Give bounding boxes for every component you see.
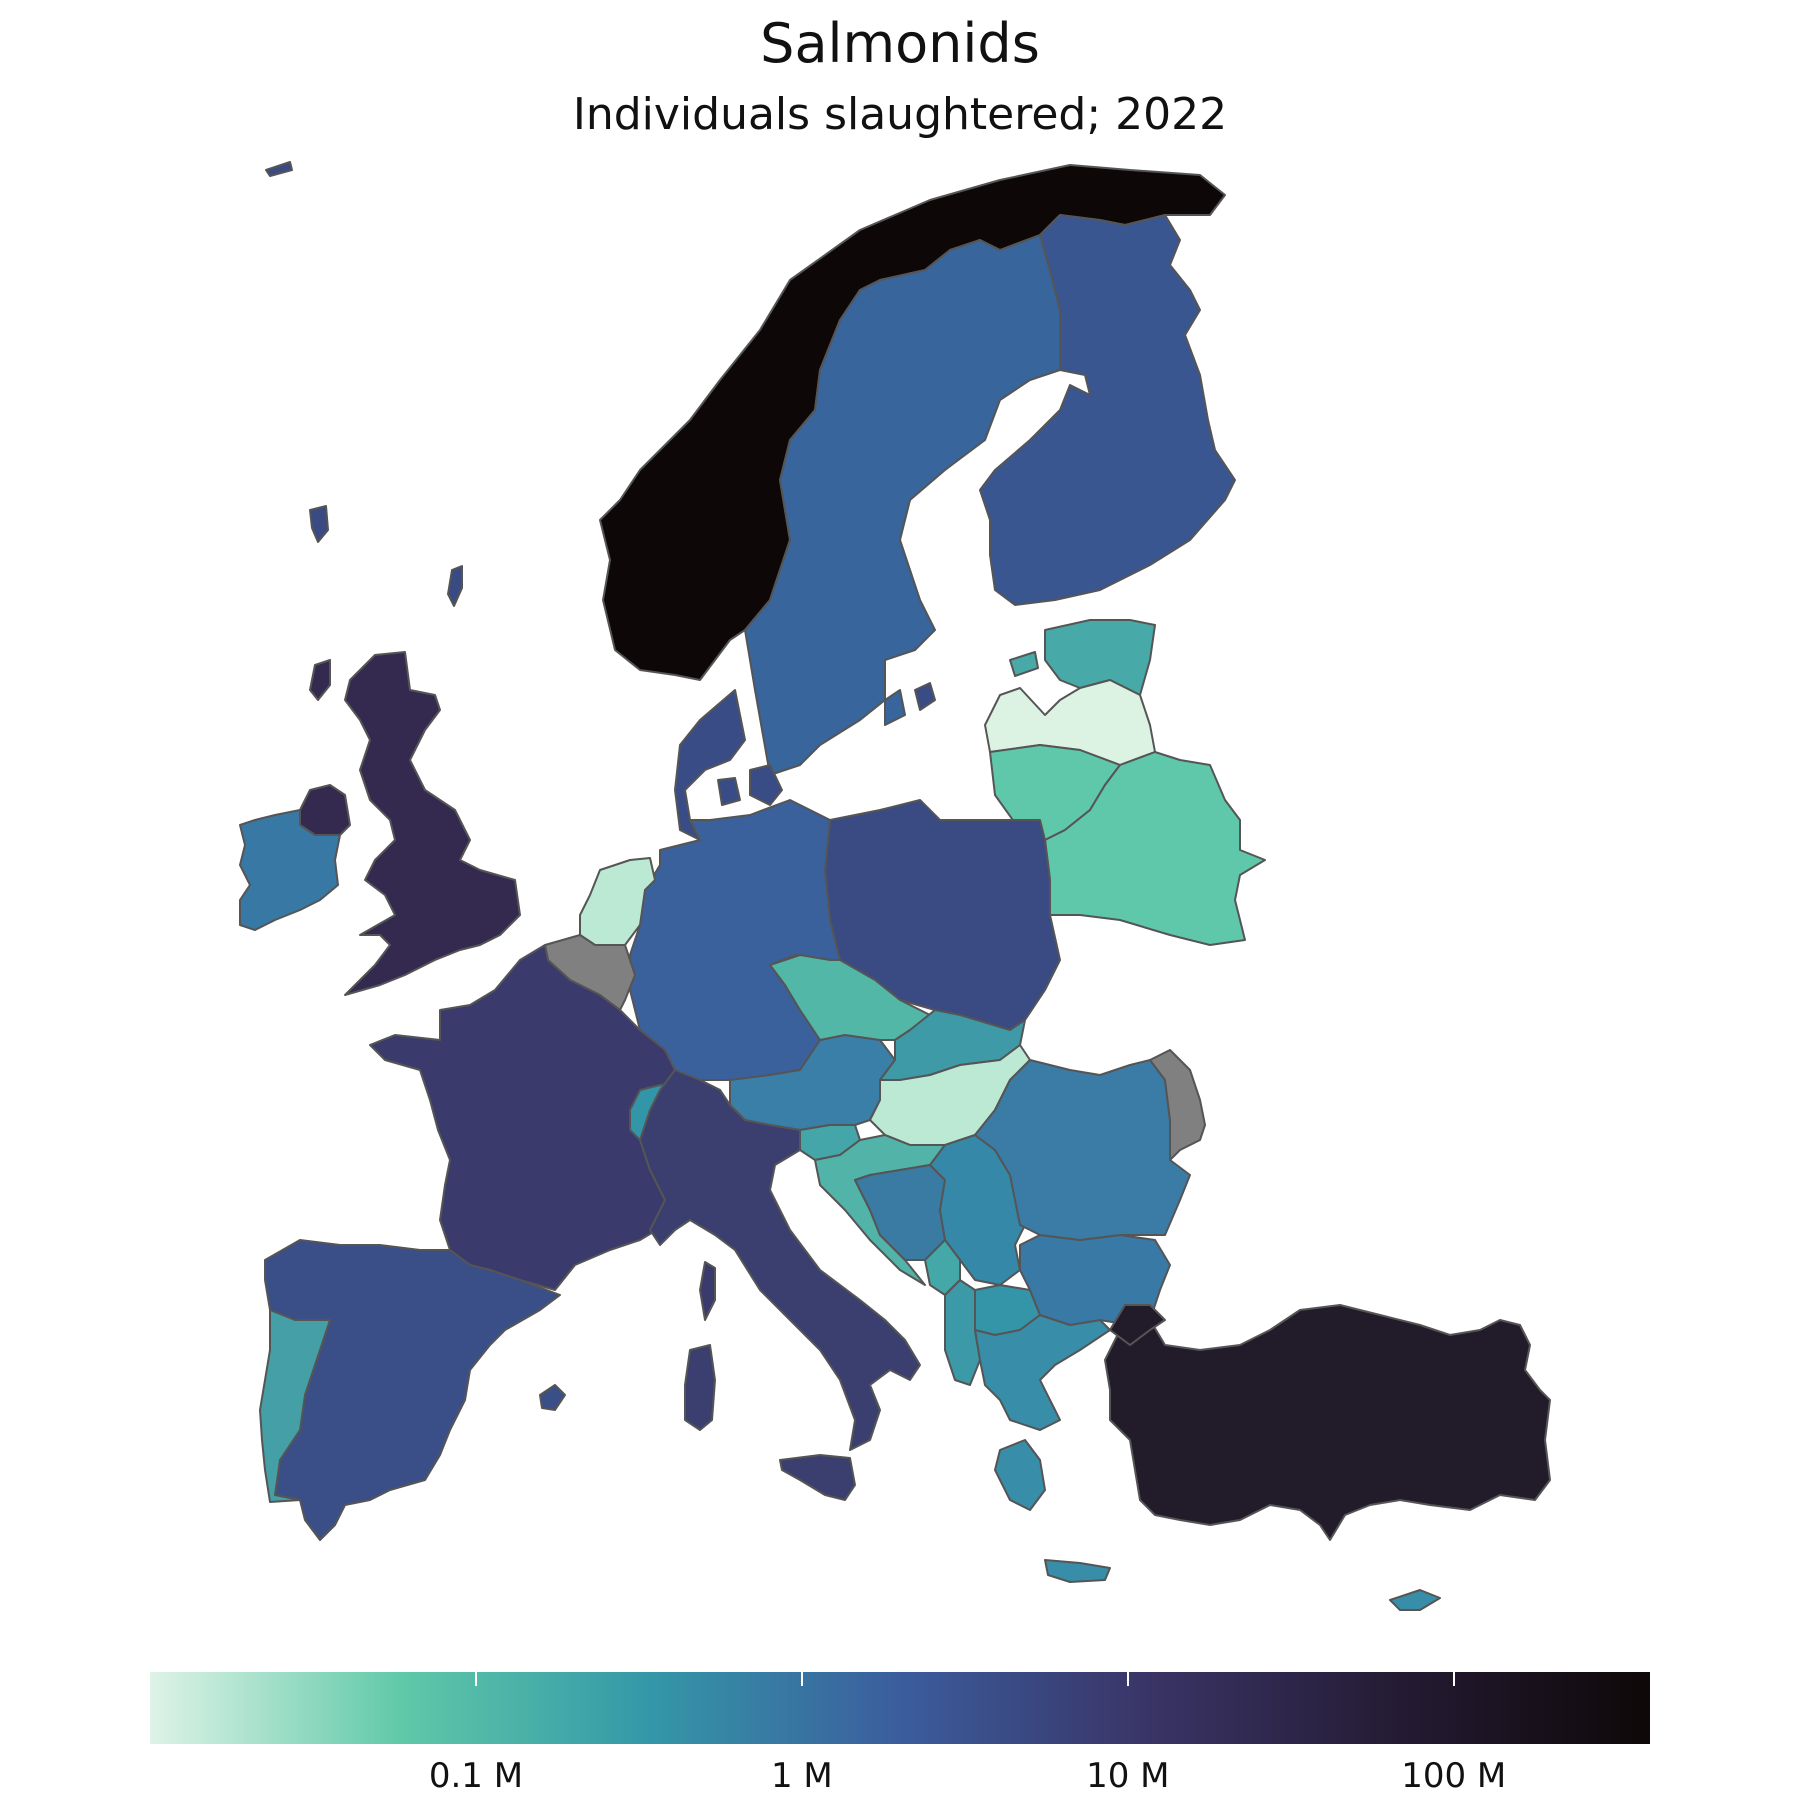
region-ireland[interactable] [239, 809, 341, 931]
region-germany[interactable] [629, 799, 841, 1086]
region-greece[interactable] [974, 1314, 1111, 1431]
region-spain[interactable] [264, 1239, 561, 1541]
region-italy[interactable] [639, 1069, 921, 1451]
map-title: Salmonids [760, 12, 1040, 75]
region-moldova[interactable] [1149, 1049, 1206, 1161]
region-faroe-islands[interactable] [309, 505, 329, 543]
region-cyprus[interactable] [1389, 1589, 1441, 1611]
region-romania[interactable] [974, 1059, 1191, 1241]
region-netherlands[interactable] [579, 857, 656, 946]
region-sardinia[interactable] [684, 1344, 716, 1431]
region-denmark-zealand[interactable] [749, 764, 783, 806]
region-estonia-islands[interactable] [1009, 651, 1039, 677]
region-bornholm[interactable] [914, 682, 936, 711]
region-portugal[interactable] [259, 1309, 331, 1503]
map-subtitle: Individuals slaughtered; 2022 [572, 89, 1228, 140]
region-crete[interactable] [1044, 1559, 1111, 1583]
colorbar [150, 1672, 1650, 1744]
region-albania[interactable] [944, 1279, 981, 1386]
region-finland[interactable] [979, 214, 1236, 606]
region-mallorca[interactable] [539, 1384, 566, 1411]
region-corsica[interactable] [699, 1261, 716, 1321]
region-sicily[interactable] [779, 1454, 856, 1501]
region-belarus[interactable] [1044, 751, 1266, 946]
region-hebrides[interactable] [309, 659, 331, 701]
region-turkey-thrace[interactable] [1109, 1304, 1166, 1346]
region-great-britain[interactable] [344, 651, 521, 996]
region-peloponnese[interactable] [994, 1439, 1046, 1511]
region-iceland[interactable] [265, 161, 293, 177]
region-gotland[interactable] [884, 689, 906, 726]
region-shetland[interactable] [447, 565, 463, 607]
region-denmark-funen[interactable] [717, 777, 741, 806]
region-turkey[interactable] [1104, 1304, 1551, 1541]
region-sweden[interactable] [744, 234, 1061, 776]
region-northern-ireland[interactable] [299, 784, 351, 836]
